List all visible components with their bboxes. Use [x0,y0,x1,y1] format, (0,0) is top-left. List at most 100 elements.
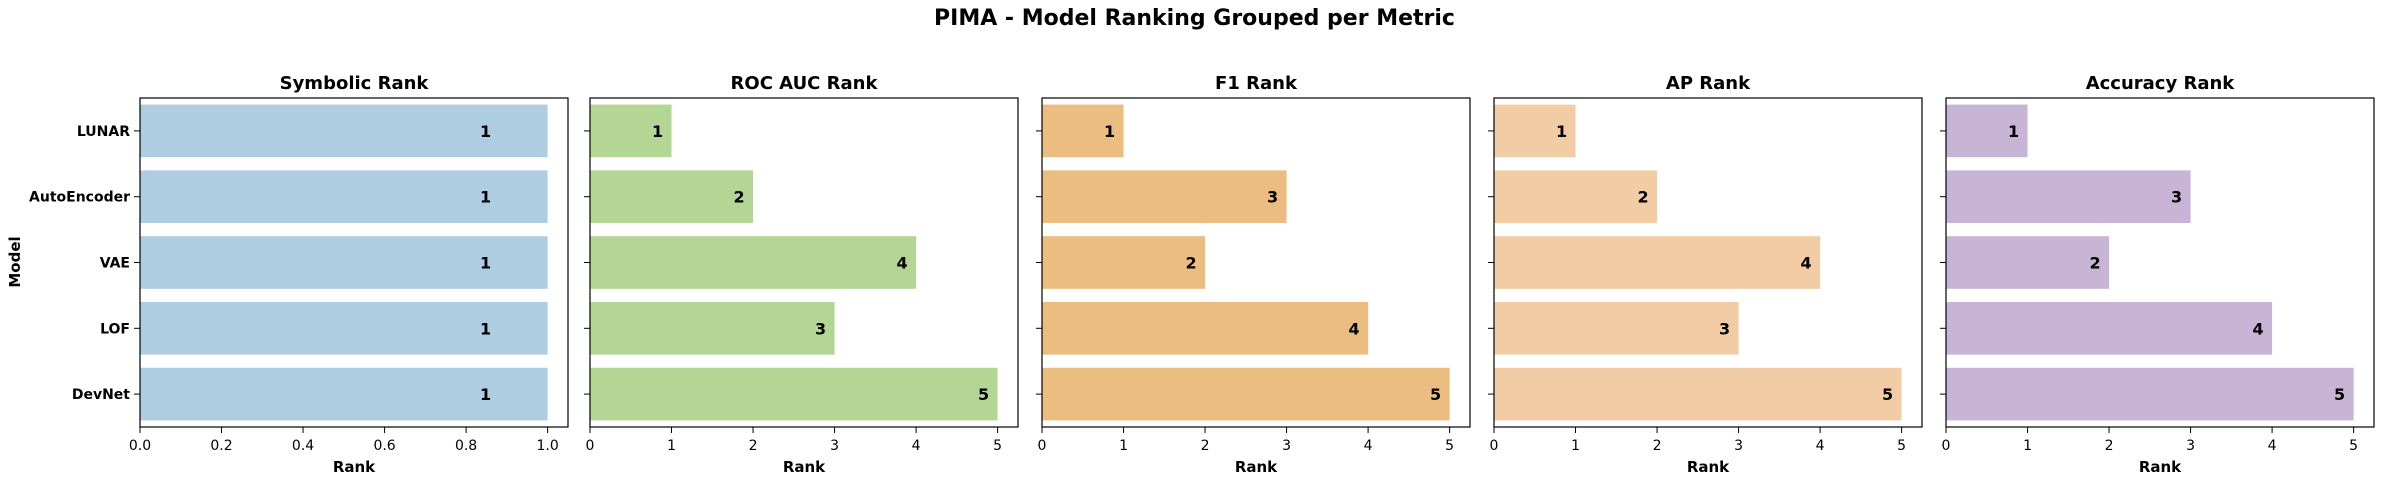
x-tick-label: 1 [1571,438,1580,454]
x-tick-label: 0.0 [129,438,151,454]
x-tick-label: 0.6 [373,438,395,454]
bar-value-label: 1 [2008,122,2019,141]
bar [1946,367,2354,421]
x-tick-label: 2 [1653,438,1662,454]
panel-frame [1493,97,1923,428]
x-tick-label: 0.4 [292,438,314,454]
bar-value-label: 2 [733,188,744,207]
x-tick-label: 0 [1038,438,1047,454]
x-tick-label: 0.8 [455,438,477,454]
x-tick-label: 0 [1942,438,1951,454]
bar [1494,236,1821,289]
bar-value-label: 5 [1882,385,1893,404]
x-tick-label: 4 [2268,438,2277,454]
bar-value-label: 2 [2089,254,2100,273]
x-tick-label: 3 [1282,438,1291,454]
x-tick-label: 1 [667,438,676,454]
x-tick-label: 5 [1445,438,1454,454]
x-tick-label: 4 [912,438,921,454]
bar-value-label: 4 [2253,319,2264,338]
panel-title: ROC AUC Rank [731,73,879,94]
bar-value-label: 1 [480,254,491,273]
x-tick-label: 2 [1201,438,1210,454]
bar-value-label: 4 [897,254,908,273]
bar [140,104,548,158]
x-tick-label: 2 [2105,438,2114,454]
panel-frame [589,97,1019,428]
bar-value-label: 3 [815,319,826,338]
panel-title: AP Rank [1666,73,1751,94]
bar [1042,104,1124,158]
bar-value-label: 2 [1185,254,1196,273]
x-tick-label: 0.2 [210,438,232,454]
bar [1946,170,2191,224]
panel-title: Accuracy Rank [2086,73,2236,94]
bar [590,170,754,224]
x-tick-label: 3 [830,438,839,454]
x-tick-label: 3 [1734,438,1743,454]
bar-value-label: 3 [2171,188,2182,207]
x-tick-label: 5 [1897,438,1906,454]
bar [1042,236,1206,289]
figure-title: PIMA - Model Ranking Grouped per Metric [934,6,1455,31]
x-axis-label: Rank [783,458,826,476]
panel-title: Symbolic Rank [280,73,430,94]
bar [1494,301,1739,355]
x-tick-label: 4 [1364,438,1373,454]
y-tick-label: VAE [100,256,130,272]
bar [1494,367,1902,421]
bar-value-label: 4 [1801,254,1812,273]
bar-value-label: 1 [480,122,491,141]
bar-value-label: 5 [978,385,989,404]
bar [1946,104,2028,158]
bar-value-label: 1 [480,319,491,338]
bar-value-label: 5 [2334,385,2345,404]
bar [140,236,548,289]
y-tick-label: DevNet [72,387,130,403]
x-axis-label: Rank [2139,458,2182,476]
bar-value-label: 5 [1430,385,1441,404]
y-tick-label: LOF [100,321,130,337]
x-tick-label: 1 [2023,438,2032,454]
y-tick-label: AutoEncoder [29,190,130,206]
bar-value-label: 2 [1637,188,1648,207]
x-tick-label: 2 [749,438,758,454]
panel-frame [1945,97,2375,428]
x-tick-label: 3 [2186,438,2195,454]
bar [1494,104,1576,158]
bar [1042,301,1369,355]
bar [140,301,548,355]
bar-value-label: 1 [1556,122,1567,141]
bar-value-label: 1 [480,385,491,404]
bar-value-label: 1 [480,188,491,207]
bar [1494,170,1658,224]
x-axis-label: Rank [333,458,376,476]
bar [590,236,917,289]
bar-value-label: 1 [1104,122,1115,141]
y-tick-label: LUNAR [77,124,130,140]
x-tick-label: 0 [586,438,595,454]
bar [590,301,835,355]
panel-frame [139,97,569,428]
x-axis-label: Rank [1235,458,1278,476]
x-tick-label: 0 [1490,438,1499,454]
bar [590,104,672,158]
bar [1042,367,1450,421]
panel-title: F1 Rank [1215,73,1298,94]
bar-value-label: 1 [652,122,663,141]
bar-value-label: 3 [1267,188,1278,207]
x-tick-label: 1.0 [536,438,558,454]
bar [1042,170,1287,224]
x-tick-label: 1 [1119,438,1128,454]
y-axis-label: Model [6,236,24,287]
x-tick-label: 5 [2349,438,2358,454]
bar [590,367,998,421]
x-axis-label: Rank [1687,458,1730,476]
bar-value-label: 4 [1349,319,1360,338]
x-tick-label: 4 [1816,438,1825,454]
bar [1946,301,2273,355]
panel-frame [1041,97,1471,428]
x-tick-label: 5 [993,438,1002,454]
bar-value-label: 3 [1719,319,1730,338]
